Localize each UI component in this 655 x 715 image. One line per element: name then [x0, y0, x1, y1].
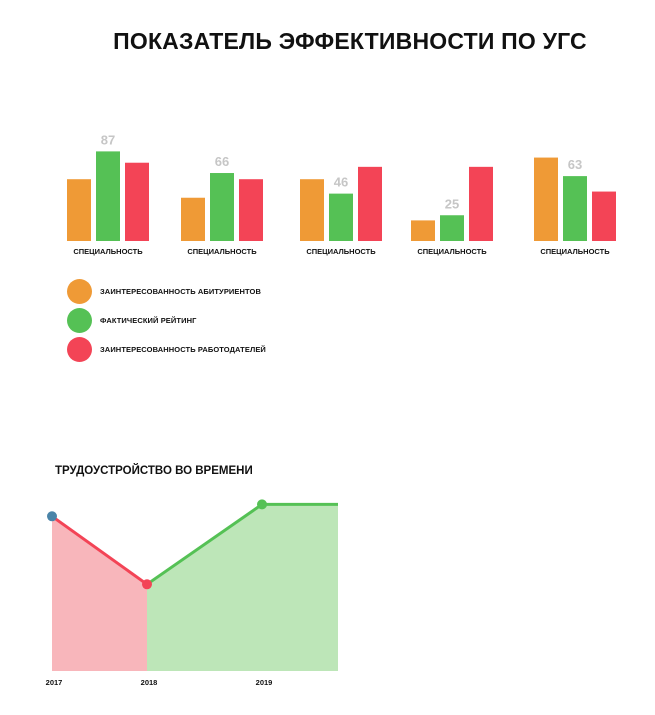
- legend-item-employers: ЗАИНТЕРЕСОВАННОСТЬ РАБОТОДАТЕЛЕЙ: [67, 335, 266, 364]
- bar-4-series-2: [440, 215, 464, 241]
- data-point-2018: [142, 579, 152, 590]
- bar-1-series-1: [67, 179, 91, 241]
- bar-3-series-2: [329, 193, 353, 241]
- legend-label-applicants: ЗАИНТЕРЕСОВАННОСТЬ АБИТУРИЕНТОВ: [100, 287, 261, 296]
- legend-swatch-employers: [67, 337, 92, 362]
- line-segment-1: [51, 515, 148, 586]
- x-tick-2018: 2018: [141, 678, 158, 687]
- bar-4-series-3: [469, 166, 493, 241]
- legend-label-employers: ЗАИНТЕРЕСОВАННОСТЬ РАБОТОДАТЕЛЕЙ: [100, 345, 266, 354]
- legend-swatch-applicants: [67, 279, 92, 304]
- x-tick-2017: 2017: [46, 678, 63, 687]
- bar-1-series-3: [125, 162, 149, 241]
- bar-3-series-3: [358, 166, 382, 241]
- data-point-2017: [47, 511, 57, 522]
- bar-5-series-3: [592, 191, 616, 241]
- bar-value-label: 25: [445, 196, 459, 211]
- bar-4-series-1: [411, 220, 435, 241]
- category-label: СПЕЦИАЛЬНОСТЬ: [187, 247, 257, 256]
- bar-5-series-1: [534, 157, 558, 241]
- legend-item-rating: ФАКТИЧЕСКИЙ РЕЙТИНГ: [67, 306, 266, 335]
- category-label: СПЕЦИАЛЬНОСТЬ: [306, 247, 376, 256]
- bar-chart: 87 СПЕЦИАЛЬНОСТЬ 66 СПЕЦИАЛЬНОСТЬ 46 СПЕЦИАЛЬ…: [67, 132, 616, 256]
- bar-2-series-2: [210, 173, 234, 241]
- legend-swatch-rating: [67, 308, 92, 333]
- category-label: СПЕЦИАЛЬНОСТЬ: [540, 247, 610, 256]
- legend-label-rating: ФАКТИЧЕСКИЙ РЕЙТИНГ: [100, 316, 197, 325]
- bar-value-label: 63: [568, 157, 582, 172]
- bar-2-series-1: [181, 197, 205, 241]
- x-tick-2019: 2019: [256, 678, 273, 687]
- bar-1-series-2: [96, 151, 120, 241]
- legend-item-applicants: ЗАИНТЕРЕСОВАННОСТЬ АБИТУРИЕНТОВ: [67, 277, 266, 306]
- category-label: СПЕЦИАЛЬНОСТЬ: [73, 247, 143, 256]
- area-segment-2: [147, 504, 338, 671]
- page-title: ПОКАЗАТЕЛЬ ЭФФЕКТИВНОСТИ ПО УГС: [113, 28, 587, 54]
- line-segment-2: [146, 502, 338, 586]
- area-segment-1: [52, 516, 147, 671]
- bar-value-label: 87: [101, 132, 115, 147]
- category-label: СПЕЦИАЛЬНОСТЬ: [417, 247, 487, 256]
- bar-5-series-2: [563, 176, 587, 241]
- bar-3-series-1: [300, 179, 324, 241]
- bar-value-label: 46: [334, 175, 348, 190]
- bar-value-label: 66: [215, 154, 229, 169]
- bar-2-series-3: [239, 179, 263, 241]
- employment-chart-title: ТРУДОУСТРОЙСТВО ВО ВРЕМЕНИ: [55, 465, 253, 477]
- bar-legend: ЗАИНТЕРЕСОВАННОСТЬ АБИТУРИЕНТОВ ФАКТИЧЕС…: [67, 277, 266, 364]
- data-point-2019: [257, 499, 267, 510]
